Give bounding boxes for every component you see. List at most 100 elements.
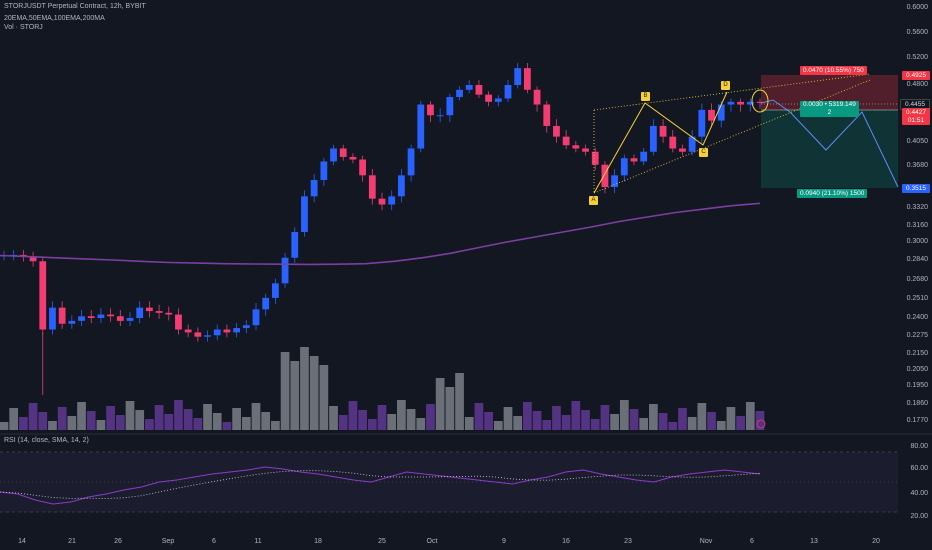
wave-label-d[interactable]: D (721, 81, 730, 90)
candle-body (562, 136, 570, 146)
candle-body (301, 196, 308, 232)
time-tick: 14 (18, 538, 26, 545)
stop-price-label: 0.3515 (902, 184, 930, 193)
price-tick: 0.1950 (906, 382, 928, 389)
volume-bar (300, 347, 309, 430)
rsi-sma-line (0, 470, 761, 499)
candle-body (339, 148, 347, 157)
volume-bar (493, 421, 503, 430)
volume-bar (610, 414, 619, 430)
volume-bar (581, 410, 590, 430)
volume-bar (464, 417, 474, 430)
candle-body (165, 312, 173, 315)
indicators-legend[interactable]: 20EMA,50EMA,100EMA,200MA (4, 15, 105, 22)
volume-bar (367, 419, 377, 430)
candle-body (262, 297, 270, 310)
candle-body (388, 196, 396, 205)
volume-bar (600, 405, 610, 430)
candle-body (756, 101, 764, 103)
wave-path (593, 91, 728, 194)
symbol-title[interactable]: STORJUSDT Perpetual Contract, 12h, BYBIT (4, 3, 146, 10)
candle-body (58, 307, 66, 324)
rsi-tick: 60.00 (910, 465, 928, 472)
candle-body (601, 164, 609, 187)
volume-bar (445, 387, 455, 430)
rsi-tick: 80.00 (910, 443, 928, 450)
wave-label-c[interactable]: C (699, 148, 708, 157)
candle-body (175, 314, 182, 330)
candle-body (523, 68, 531, 90)
volume-bar (513, 416, 523, 430)
volume-bar (251, 403, 261, 430)
volume-bar (387, 414, 397, 430)
time-tick: 9 (502, 538, 506, 545)
volume-bar (125, 401, 135, 430)
candle-body (107, 314, 115, 317)
candle-body (204, 335, 211, 337)
volume-bar (377, 405, 387, 430)
position-info-text: 0.0030 • 5319.149 (803, 101, 856, 108)
candle-body (271, 283, 279, 298)
price-tick: 0.2150 (906, 350, 928, 357)
candle-body (29, 256, 37, 262)
volume-bar (736, 416, 745, 430)
volume-bar (484, 412, 493, 430)
volume-bar (629, 409, 639, 430)
volume-bar (687, 417, 697, 430)
volume-bar (164, 414, 174, 430)
pattern-upper-line (593, 73, 871, 111)
wave-label-b[interactable]: B (641, 92, 650, 101)
price-tick: 0.6000 (906, 4, 928, 11)
candle-body (291, 232, 299, 258)
volume-bar (619, 400, 629, 430)
candle-body (417, 104, 425, 149)
candle-body (679, 148, 686, 152)
candle-body (136, 307, 144, 318)
volume-bar (397, 400, 406, 430)
candle-body (465, 85, 473, 90)
volume-bar (755, 411, 765, 430)
price-tick: 0.5600 (906, 29, 928, 36)
volume-legend[interactable]: Vol · STORJ (4, 24, 43, 31)
volume-bar (348, 401, 358, 430)
price-tick: 0.1770 (906, 417, 928, 424)
position-info-label[interactable]: 0.0030 • 5319.149 2 (800, 101, 859, 117)
risk-label[interactable]: 0.0470 (10.55%) 750 (800, 66, 867, 75)
volume-bar (745, 402, 755, 430)
candle-body (746, 101, 754, 105)
volume-bar (261, 412, 271, 430)
volume-bar (571, 401, 581, 430)
price-tick: 0.3000 (906, 238, 928, 245)
time-tick: 25 (378, 538, 386, 545)
volume-bar (455, 373, 464, 430)
candle-body (39, 261, 47, 330)
time-tick: 20 (872, 538, 880, 545)
rsi-legend[interactable]: RSI (14, close, SMA, 14, 2) (4, 437, 89, 444)
price-tick: 0.3320 (906, 204, 928, 211)
volume-bar (358, 410, 367, 430)
volume-bar (542, 420, 552, 430)
volume-bar (523, 402, 532, 430)
volume-bar (115, 415, 125, 430)
time-tick: 13 (810, 538, 818, 545)
volume-bar (193, 418, 203, 430)
volume-bar (183, 409, 193, 430)
volume-bar (474, 403, 484, 430)
candle-body (213, 329, 221, 336)
volume-bar (435, 378, 445, 430)
time-tick: 18 (314, 538, 322, 545)
candle-body (87, 316, 95, 318)
volume-bar (67, 416, 77, 430)
candle-body (436, 115, 444, 117)
candle-body (349, 156, 357, 160)
candle-body (378, 198, 386, 205)
volume-bar (678, 408, 687, 430)
price-tick: 0.2050 (906, 366, 928, 373)
wave-label-a[interactable]: A (589, 196, 598, 205)
time-tick: 6 (212, 538, 216, 545)
reward-label[interactable]: 0.0940 (21.10%) 1500 (797, 189, 868, 198)
volume-bar (639, 418, 649, 430)
candle-body (485, 94, 493, 102)
